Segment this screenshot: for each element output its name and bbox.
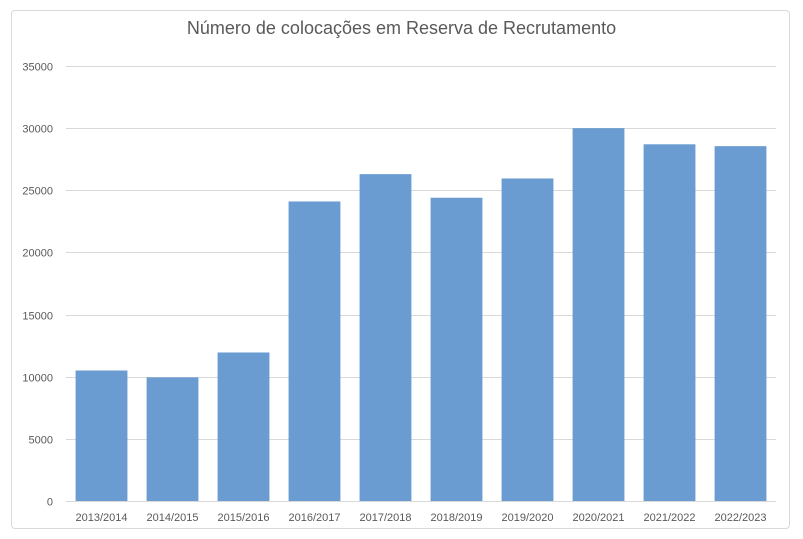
chart-title: Número de colocações em Reserva de Recru… bbox=[186, 18, 617, 38]
y-tick-label: 25000 bbox=[22, 186, 53, 198]
bar bbox=[288, 201, 341, 501]
y-tick-label: 35000 bbox=[22, 62, 53, 74]
x-tick-label: 2015/2016 bbox=[218, 512, 270, 524]
bar bbox=[75, 370, 128, 501]
y-tick-label: 10000 bbox=[22, 373, 53, 385]
x-tick-label: 2022/2023 bbox=[715, 512, 767, 524]
x-tick-label: 2018/2019 bbox=[431, 512, 483, 524]
x-tick-label: 2021/2022 bbox=[644, 512, 696, 524]
y-tick-label: 5000 bbox=[29, 435, 53, 447]
bar bbox=[359, 174, 412, 501]
bar bbox=[572, 128, 625, 501]
bar bbox=[430, 197, 483, 502]
x-tick-label: 2016/2017 bbox=[289, 512, 341, 524]
x-tick-label: 2013/2014 bbox=[76, 512, 128, 524]
bar bbox=[217, 352, 270, 501]
bar bbox=[501, 178, 554, 502]
bar bbox=[714, 146, 767, 501]
bar bbox=[146, 377, 199, 501]
x-tick-label: 2017/2018 bbox=[360, 512, 412, 524]
y-tick-label: 15000 bbox=[22, 311, 53, 323]
y-tick-label: 20000 bbox=[22, 248, 53, 260]
x-tick-label: 2014/2015 bbox=[147, 512, 199, 524]
y-tick-label: 30000 bbox=[22, 124, 53, 136]
x-axis-ticks: 2013/2014 2014/2015 2015/2016 2016/2017 2017… bbox=[76, 512, 767, 524]
x-tick-label: 2019/2020 bbox=[502, 512, 554, 524]
bars bbox=[75, 128, 767, 502]
bar bbox=[643, 144, 696, 502]
x-tick-label: 2020/2021 bbox=[573, 512, 625, 524]
y-axis-ticks: 0 5000 10000 15000 20000 25000 30000 35000 bbox=[22, 62, 53, 509]
y-tick-label: 0 bbox=[47, 497, 53, 509]
